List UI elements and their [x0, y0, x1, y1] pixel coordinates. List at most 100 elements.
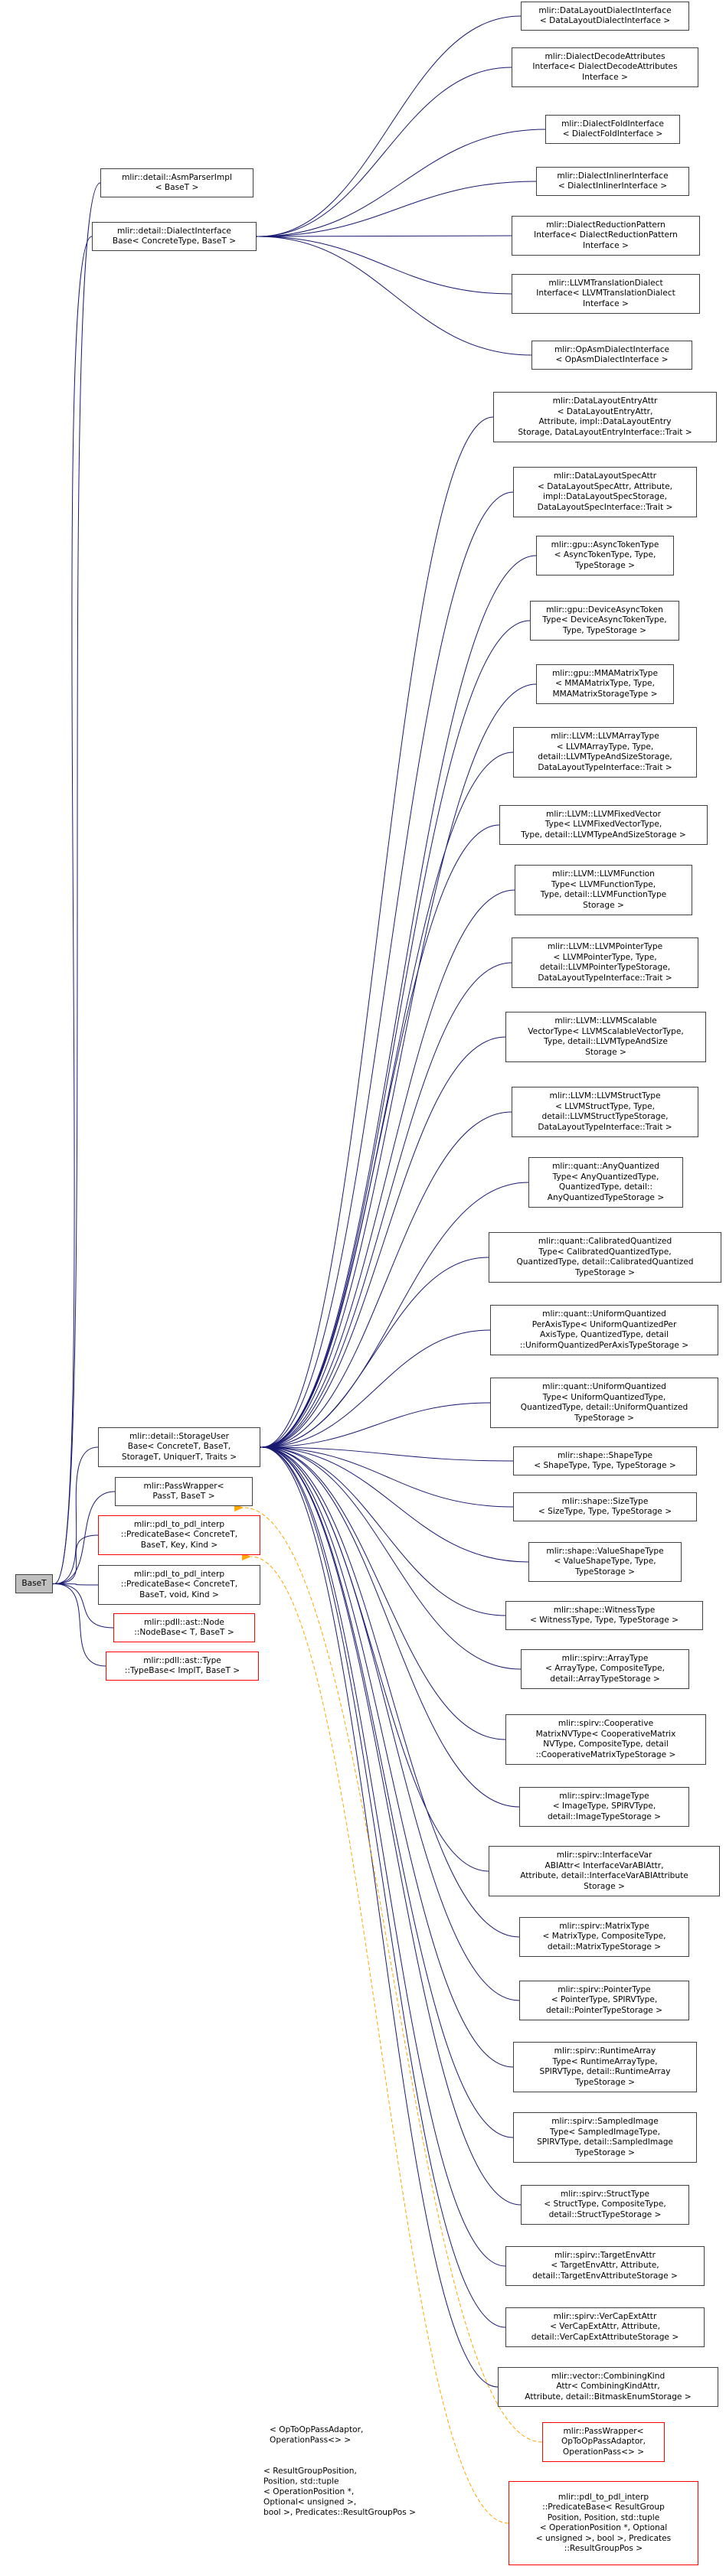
- class-node-label-line: BaseT, void, Kind >: [139, 1590, 219, 1599]
- class-node-label-line: mlir::quant::CalibratedQuantized: [538, 1237, 672, 1246]
- class-node-predicatebase-void[interactable]: mlir::pdl_to_pdl_interp::PredicateBase< …: [98, 1565, 260, 1605]
- class-node-label-line: mlir::shape::ValueShapeType: [546, 1546, 664, 1556]
- class-node-vector-combiningkind[interactable]: mlir::vector::CombiningKind Attr< Combini…: [498, 2367, 718, 2407]
- class-node-gpu-deviceasynctoken[interactable]: mlir::gpu::DeviceAsyncToken Type< DeviceA…: [530, 601, 679, 641]
- class-node-label-line: Type< LLVMFunctionType,: [551, 879, 656, 889]
- class-node-label-line: Interface >: [583, 298, 629, 308]
- class-node-spirv-sampledimage[interactable]: mlir::spirv::SampledImage Type< SampledIm…: [513, 2112, 697, 2163]
- class-node-spirv-matrixtype[interactable]: mlir::spirv::MatrixType < MatrixType, Com…: [519, 1917, 689, 1957]
- class-node-label-line: mlir::pdll::ast::Type: [143, 1655, 221, 1665]
- class-node-label-line: mlir::LLVM::LLVMScalable: [554, 1016, 657, 1026]
- class-node-label-line: SPIRVType, detail::SampledImage: [537, 2137, 673, 2147]
- class-node-llvm-arraytype[interactable]: mlir::LLVM::LLVMArrayType < LLVMArrayType…: [513, 727, 697, 778]
- class-node-label-line: mlir::LLVM::LLVMFunction: [552, 869, 655, 879]
- class-node-typebase[interactable]: mlir::pdll::ast::Type::TypeBase< ImplT, …: [106, 1652, 259, 1681]
- class-node-label-line: Attribute, detail::BitmaskEnumStorage >: [525, 2392, 692, 2402]
- class-node-datalayoutentryattr[interactable]: mlir::DataLayoutEntryAttr < DataLayoutEnt…: [493, 392, 717, 442]
- class-node-spirv-targetenvattr[interactable]: mlir::spirv::TargetEnvAttr < TargetEnvAtt…: [505, 2246, 705, 2286]
- edge-to-storageuserbase-quant-anyquantized: [252, 1182, 529, 1452]
- edge-label-resultgroup: bool >, Predicates::ResultGroupPos >: [263, 2508, 416, 2517]
- edge-to-storageuserbase-llvm-structtype: [252, 1111, 512, 1452]
- class-node-nodebase[interactable]: mlir::pdll::ast::Node::NodeBase< T, Base…: [113, 1613, 255, 1642]
- class-node-datalayoutdialectinterface[interactable]: mlir::DataLayoutDialectInterface < DataLa…: [521, 2, 689, 31]
- class-node-shape-shapetype[interactable]: mlir::shape::ShapeType < ShapeType, Type,…: [513, 1446, 697, 1475]
- edge-to-storageuserbase-llvm-arraytype: [252, 752, 514, 1452]
- class-node-label-line: < ImageType, SPIRVType,: [552, 1802, 656, 1811]
- class-node-label-line: AnyQuantizedTypeStorage >: [547, 1192, 665, 1202]
- class-node-spirv-interfacevar[interactable]: mlir::spirv::InterfaceVar ABIAttr< Interf…: [489, 1846, 720, 1896]
- edge-to-storageuserbase-quant-calibratedquantized: [252, 1257, 489, 1452]
- class-node-label-line: mlir::shape::SizeType: [561, 1496, 649, 1506]
- class-node-dialectreductionpattern[interactable]: mlir::DialectReductionPattern Interface< …: [512, 216, 700, 256]
- class-node-dialectinterfacebase[interactable]: mlir::detail::DialectInterface Base< Conc…: [92, 222, 257, 251]
- class-node-spirv-imagetype[interactable]: mlir::spirv::ImageType < ImageType, SPIRV…: [519, 1787, 689, 1827]
- class-node-llvm-fixedvector[interactable]: mlir::LLVM::LLVMFixedVector Type< LLVMFix…: [499, 805, 708, 845]
- class-node-dialectinlinerinterface[interactable]: mlir::DialectInlinerInterface < DialectIn…: [536, 167, 689, 196]
- edge-label-resultgroup: < ResultGroupPosition,: [263, 2467, 357, 2476]
- class-node-llvm-scalablevector[interactable]: mlir::LLVM::LLVMScalable VectorType< LLVM…: [505, 1012, 706, 1062]
- class-node-label-line: OpToOpPassAdaptor,: [561, 2437, 646, 2447]
- class-node-shape-valueshapetype[interactable]: mlir::shape::ValueShapeType < ValueShapeT…: [528, 1542, 682, 1582]
- class-node-passwrapper-optoop[interactable]: mlir::PassWrapper< OpToOpPassAdaptor, Oper…: [542, 2422, 665, 2462]
- class-node-quant-uniformperaxis[interactable]: mlir::quant::UniformQuantized PerAxisType…: [490, 1305, 718, 1355]
- class-node-label-line: Storage, DataLayoutEntryInterface::Trait…: [518, 427, 692, 437]
- class-node-label-line: mlir::vector::CombiningKind: [551, 2371, 666, 2381]
- edge-to-baset-predicatebase-key: [44, 1534, 99, 1588]
- class-node-spirv-cooperativematrix[interactable]: mlir::spirv::Cooperative MatrixNVType< Co…: [505, 1714, 706, 1765]
- class-node-opasmdialectinterface[interactable]: mlir::OpAsmDialectInterface < OpAsmDialec…: [531, 341, 692, 370]
- class-node-gpu-mmamatrixtype[interactable]: mlir::gpu::MMAMatrixType < MMAMatrixType,…: [536, 664, 674, 704]
- class-node-predicatebase-resultgroup[interactable]: mlir::pdl_to_pdl_interp::PredicateBase< …: [509, 2481, 698, 2565]
- edge-label-resultgroup: Position, std::tuple: [263, 2477, 339, 2486]
- class-node-label-line: Storage >: [584, 1881, 625, 1891]
- edge-to-storageuserbase-llvm-fixedvector: [252, 824, 500, 1452]
- class-node-spirv-runtimearray[interactable]: mlir::spirv::RuntimeArray Type< RuntimeAr…: [513, 2042, 697, 2092]
- edge-to-dialectinterfacebase-opasmdialectinterface: [248, 232, 532, 356]
- class-node-label-line: detail::PointerTypeStorage >: [545, 2005, 663, 2015]
- class-node-spirv-vercapextattr[interactable]: mlir::spirv::VerCapExtAttr < VerCapExtAtt…: [505, 2307, 705, 2347]
- class-node-label-line: ::PredicateBase< ConcreteT,: [120, 1530, 238, 1540]
- class-node-label-line: mlir::spirv::InterfaceVar: [556, 1850, 652, 1860]
- class-node-label-line: mlir::DialectReductionPattern: [546, 220, 666, 230]
- class-node-label-line: mlir::detail::DialectInterface: [117, 226, 231, 236]
- class-node-quant-uniformquantized[interactable]: mlir::quant::UniformQuantized Type< Unifo…: [490, 1378, 718, 1428]
- class-node-shape-witnesstype[interactable]: mlir::shape::WitnessType < WitnessType, T…: [505, 1601, 703, 1630]
- class-node-predicatebase-key[interactable]: mlir::pdl_to_pdl_interp::PredicateBase< …: [98, 1515, 260, 1555]
- class-node-label-line: mlir::DataLayoutDialectInterface: [538, 5, 672, 15]
- class-node-label-line: < AsyncTokenType, Type,: [554, 550, 656, 560]
- class-node-label-line: ::NodeBase< T, BaseT >: [134, 1628, 234, 1637]
- class-node-spirv-structtype[interactable]: mlir::spirv::StructType < StructType, Com…: [521, 2185, 689, 2225]
- class-node-spirv-arraytype[interactable]: mlir::spirv::ArrayType < ArrayType, Compo…: [521, 1649, 689, 1689]
- class-node-llvm-structtype[interactable]: mlir::LLVM::LLVMStructType < LLVMStructTy…: [512, 1087, 698, 1137]
- class-node-label-line: < LLVMArrayType, Type,: [556, 742, 654, 752]
- class-node-dialectfoldinterface[interactable]: mlir::DialectFoldInterface < DialectFoldI…: [545, 115, 680, 144]
- class-node-label-line: < ValueShapeType, Type,: [554, 1557, 656, 1567]
- edge-to-storageuserbase-spirv-imagetype: [252, 1443, 520, 1808]
- class-node-label-line: Storage >: [585, 1047, 626, 1057]
- class-node-label-line: mlir::spirv::StructType: [560, 2189, 650, 2199]
- class-node-label-line: < OpAsmDialectInterface >: [555, 355, 669, 364]
- class-node-shape-sizetype[interactable]: mlir::shape::SizeType < SizeType, Type, T…: [513, 1492, 697, 1521]
- class-node-quant-anyquantized[interactable]: mlir::quant::AnyQuantized Type< AnyQuanti…: [528, 1157, 683, 1208]
- class-node-dialectdecodeattributes[interactable]: mlir::DialectDecodeAttributes Interface< …: [512, 47, 698, 87]
- class-node-llvmtranslationdialect[interactable]: mlir::LLVMTranslationDialect Interface< L…: [512, 274, 700, 314]
- class-node-label-line: Type, detail::LLVMTypeAndSize: [544, 1037, 668, 1046]
- edge-to-storageuserbase-shape-witnesstype: [252, 1443, 506, 1616]
- class-node-label-line: detail::ArrayTypeStorage >: [550, 1674, 660, 1684]
- class-node-label-line: MMAMatrixStorageType >: [552, 689, 658, 699]
- class-node-label-line: mlir::pdl_to_pdl_interp: [558, 2492, 649, 2502]
- class-node-datalayoutspecattr[interactable]: mlir::DataLayoutSpecAttr < DataLayoutSpec…: [513, 467, 697, 517]
- class-node-label-line: Type< SampledImageType,: [550, 2127, 660, 2137]
- edge-to-storageuserbase-gpu-asynctokentype: [252, 555, 537, 1452]
- class-node-quant-calibratedquantized[interactable]: mlir::quant::CalibratedQuantized Type< Ca…: [489, 1232, 721, 1283]
- class-node-spirv-pointertype[interactable]: mlir::spirv::PointerType < PointerType, S…: [519, 1981, 689, 2020]
- class-node-llvm-function[interactable]: mlir::LLVM::LLVMFunction Type< LLVMFuncti…: [515, 865, 692, 915]
- class-node-label-line: < DataLayoutEntryAttr,: [557, 406, 653, 416]
- class-node-passwrapper[interactable]: mlir::PassWrapper< PassT, BaseT >: [115, 1477, 253, 1506]
- class-node-label-line: mlir::LLVM::LLVMPointerType: [547, 942, 663, 951]
- class-node-storageuserbase[interactable]: mlir::detail::StorageUser Base< ConcreteT…: [98, 1427, 260, 1467]
- class-node-label-line: Attribute, detail::InterfaceVarABIAttrib…: [520, 1871, 688, 1880]
- class-node-gpu-asynctokentype[interactable]: mlir::gpu::AsyncTokenType < AsyncTokenTyp…: [536, 536, 674, 576]
- class-node-llvm-pointertype[interactable]: mlir::LLVM::LLVMPointerType < LLVMPointer…: [512, 937, 698, 988]
- class-node-asmparserimpl[interactable]: mlir::detail::AsmParserImpl < BaseT >: [100, 168, 253, 197]
